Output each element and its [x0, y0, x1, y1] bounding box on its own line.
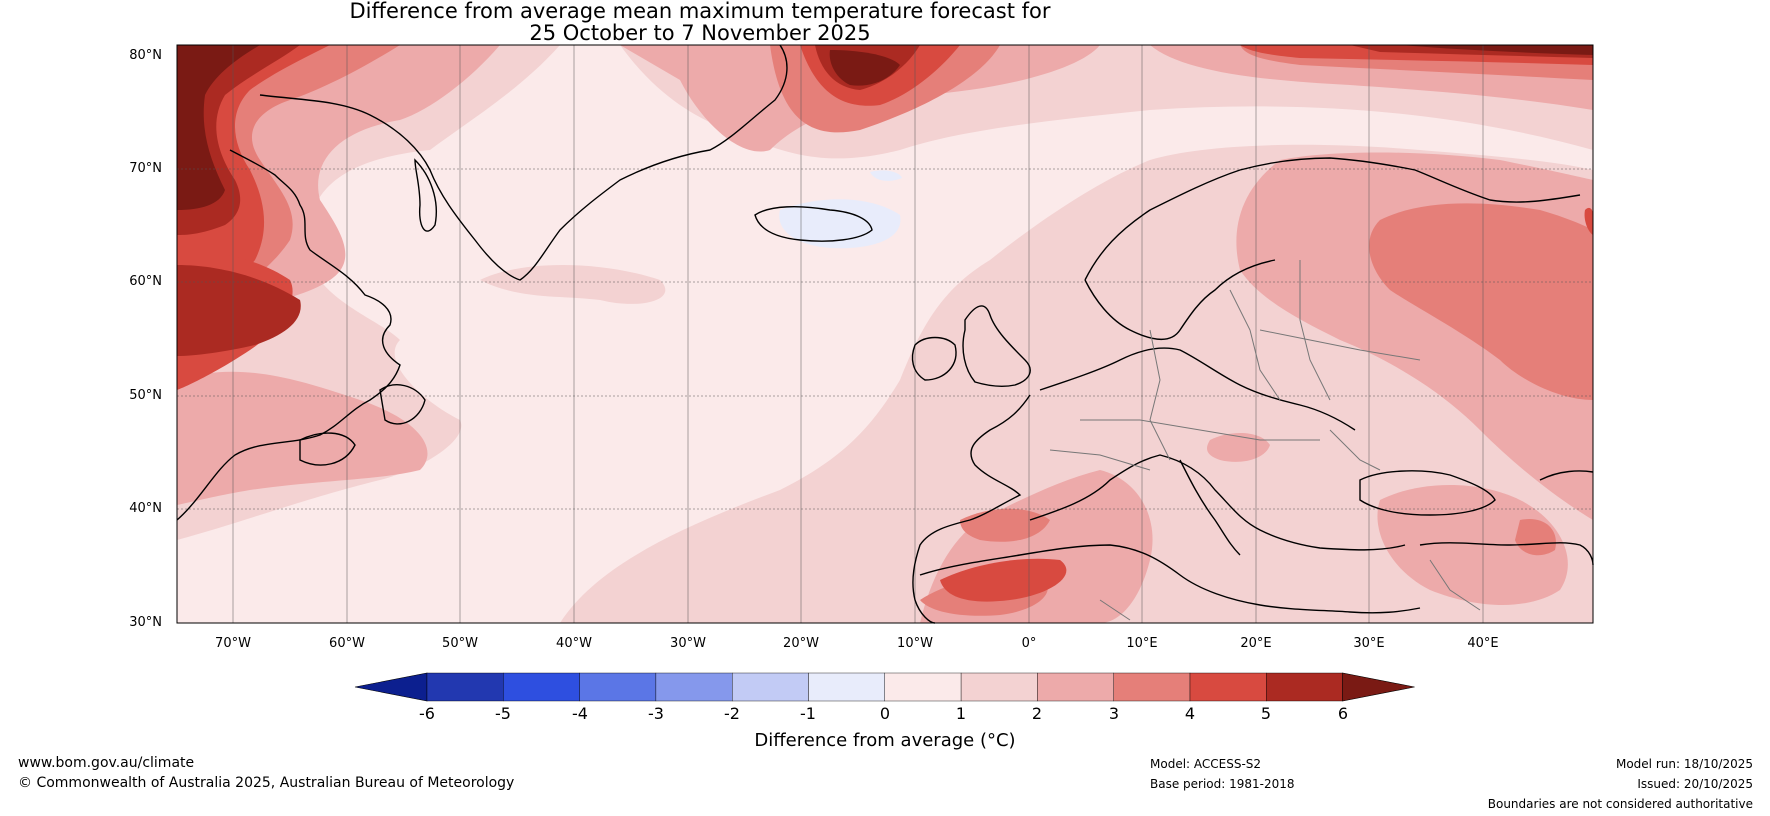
lat-label-30n: 30°N [129, 615, 162, 630]
website-text: www.bom.gov.au/climate [18, 755, 195, 771]
colorbar-tick: 3 [1108, 704, 1120, 723]
map-frame [176, 44, 1594, 624]
colorbar-segment [426, 672, 504, 702]
colorbar-segment [655, 672, 733, 702]
copyright-text: © Commonwealth of Australia 2025, Austra… [18, 775, 515, 791]
colorbar [354, 672, 1415, 702]
colorbar-label: Difference from average (°C) [754, 730, 1016, 751]
colorbar-tick: 0 [879, 704, 891, 723]
lat-label-80n: 80°N [129, 48, 162, 63]
colorbar-tick: -3 [648, 704, 664, 723]
colorbar-segment [1189, 672, 1267, 702]
colorbar-tick: 1 [955, 704, 967, 723]
lon-label-70w: 70°W [215, 636, 251, 651]
coastlines [176, 44, 1594, 624]
lon-label-40e: 40°E [1467, 636, 1499, 651]
colorbar-segment [1266, 672, 1343, 702]
colorbar-segment [1113, 672, 1191, 702]
colorbar-tick: -1 [800, 704, 816, 723]
colorbar-segment [960, 672, 1038, 702]
issued-text: Issued: 20/10/2025 [1637, 777, 1753, 791]
lon-label-20w: 20°W [783, 636, 819, 651]
lon-label-60w: 60°W [329, 636, 365, 651]
map-title-line-1: Difference from average mean maximum tem… [349, 0, 1051, 23]
colorbar-segment [579, 672, 657, 702]
country-borders [1049, 260, 1481, 621]
base-period-text: Base period: 1981-2018 [1150, 777, 1295, 791]
colorbar-segment [1037, 672, 1114, 702]
lon-label-50w: 50°W [442, 636, 478, 651]
anomaly-shading [177, 45, 1593, 623]
colorbar-tick: 2 [1031, 704, 1043, 723]
colorbar-segment [503, 672, 580, 702]
colorbar-tick: 6 [1337, 704, 1349, 723]
colorbar-tick: -2 [724, 704, 740, 723]
lon-label-30w: 30°W [670, 636, 706, 651]
lon-label-10e: 10°E [1126, 636, 1158, 651]
lon-label-20e: 20°E [1240, 636, 1272, 651]
lon-label-40w: 40°W [556, 636, 592, 651]
lon-label-0: 0° [1021, 636, 1037, 651]
lon-label-10w: 10°W [897, 636, 933, 651]
colorbar-segment [808, 672, 886, 702]
lat-label-60n: 60°N [129, 274, 162, 289]
colorbar-extend-low [354, 672, 428, 702]
colorbar-tick: 5 [1260, 704, 1272, 723]
lat-label-70n: 70°N [129, 161, 162, 176]
lat-label-50n: 50°N [129, 388, 162, 403]
map-title-line-2: 25 October to 7 November 2025 [529, 21, 871, 45]
colorbar-segment [884, 672, 962, 702]
colorbar-tick: 4 [1184, 704, 1196, 723]
colorbar-tick: -4 [572, 704, 588, 723]
colorbar-segment [732, 672, 809, 702]
colorbar-tick: -5 [495, 704, 511, 723]
colorbar-tick: -6 [419, 704, 435, 723]
model-run-text: Model run: 18/10/2025 [1615, 757, 1753, 771]
colorbar-extend-high [1342, 672, 1415, 702]
lon-label-30e: 30°E [1353, 636, 1385, 651]
disclaimer-text: Boundaries are not considered authoritat… [1487, 797, 1753, 811]
lat-label-40n: 40°N [129, 501, 162, 516]
map-gridlines [232, 45, 1484, 623]
model-text: Model: ACCESS-S2 [1150, 757, 1262, 771]
